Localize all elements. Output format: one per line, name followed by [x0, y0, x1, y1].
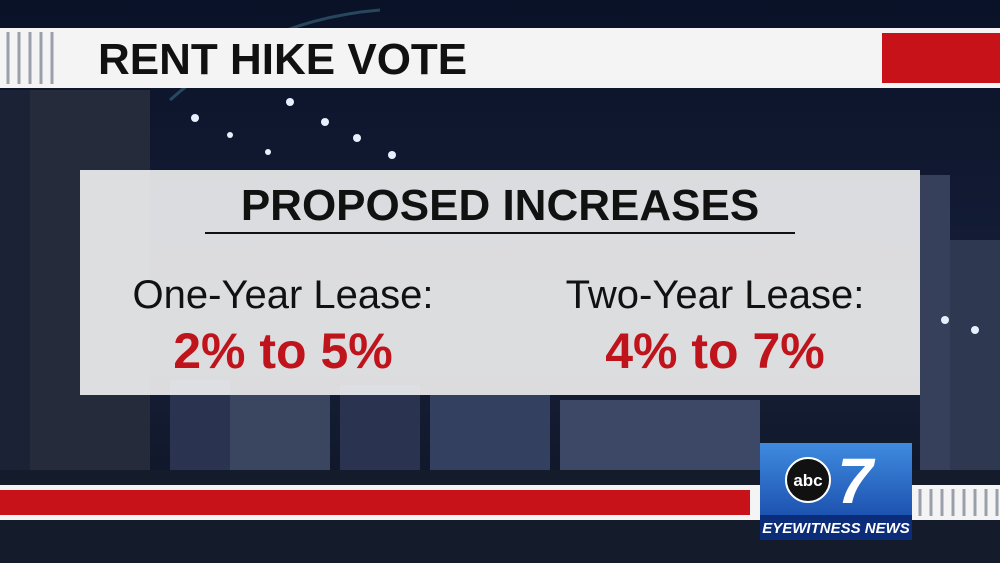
logo-circle	[785, 457, 831, 503]
logo-channel: 7	[837, 445, 876, 517]
lease-label: One-Year Lease:	[133, 273, 434, 317]
lease-range: 2% to 5%	[173, 323, 393, 379]
lease-label: Two-Year Lease:	[566, 273, 865, 317]
panel-title: PROPOSED INCREASES	[241, 181, 759, 230]
lease-range: 4% to 7%	[605, 323, 825, 379]
station-logo: abc 7 EYEWITNESS NEWS	[760, 443, 912, 540]
logo-brand: abc	[793, 471, 822, 490]
lower-stripes	[918, 489, 999, 516]
header-stripes	[6, 32, 54, 84]
info-panel	[80, 170, 920, 395]
header-title: RENT HIKE VOTE	[98, 35, 467, 84]
header-bar	[0, 28, 1000, 88]
logo-name: EYEWITNESS NEWS	[762, 520, 910, 537]
logo-name-bar	[760, 515, 912, 540]
lights	[191, 98, 979, 334]
header-accent	[882, 33, 1000, 83]
lower-accent	[0, 490, 750, 515]
